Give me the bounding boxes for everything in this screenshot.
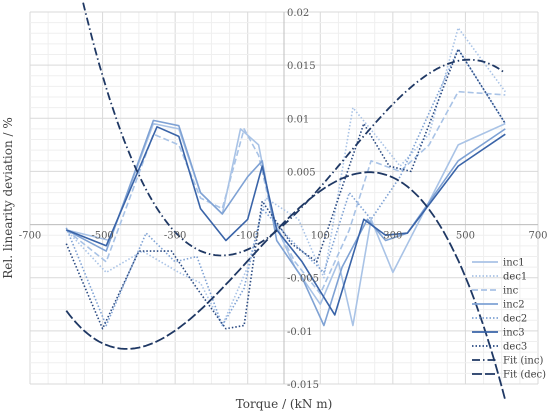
series-line-dec3: [65, 48, 506, 330]
series-line-fit-inc: [81, 0, 506, 257]
y-tick-label: 0.02: [287, 8, 309, 19]
axes: [30, 12, 538, 384]
legend-label: inc: [503, 286, 519, 297]
y-tick-label: -0.005: [287, 274, 319, 285]
series-line-dec1: [65, 27, 506, 327]
x-tick-label: 100: [311, 231, 330, 242]
legend-label: dec3: [503, 342, 527, 353]
x-tick-label: 300: [383, 231, 402, 242]
y-axis-label: Rel. linearity deviation / %: [1, 117, 15, 279]
legend-label: Fit (inc): [503, 356, 543, 367]
series-line-inc3: [66, 126, 506, 316]
series-line-inc: [65, 90, 506, 295]
legend-label: inc2: [503, 300, 525, 311]
legend-label: dec2: [503, 314, 527, 325]
legend-label: Fit (dec): [503, 370, 546, 381]
x-axis-label: Torque / (kN m): [236, 397, 333, 411]
y-tick-label: 0.015: [287, 61, 316, 72]
x-tick-label: 700: [528, 231, 547, 242]
x-tick-label: -300: [164, 231, 186, 242]
x-tick-label: 500: [456, 231, 475, 242]
x-tick-label: -100: [236, 231, 258, 242]
series-line-fit-dec: [65, 171, 507, 401]
legend: inc1 dec1 inc inc2 dec2 inc3 dec3 Fit (inc) Fit …: [472, 258, 546, 381]
x-tick-label: -500: [91, 231, 113, 242]
y-tick-label: -0.01: [287, 327, 313, 338]
legend-label: dec1: [503, 272, 527, 283]
y-tick-label: 0.01: [287, 114, 309, 125]
tick-labels: -700 -500 -300 -100 100 300 500 700 -0.015 -0.01 -…: [19, 8, 548, 391]
x-tick-label: -700: [19, 231, 41, 242]
grid: [29, 11, 539, 385]
series-line-inc2: [65, 119, 506, 327]
y-tick-label: 0.005: [287, 167, 316, 178]
y-tick-label: -0.015: [287, 380, 319, 391]
legend-label: inc1: [503, 258, 525, 269]
legend-label: inc3: [503, 328, 525, 339]
series-group: [65, 0, 507, 401]
